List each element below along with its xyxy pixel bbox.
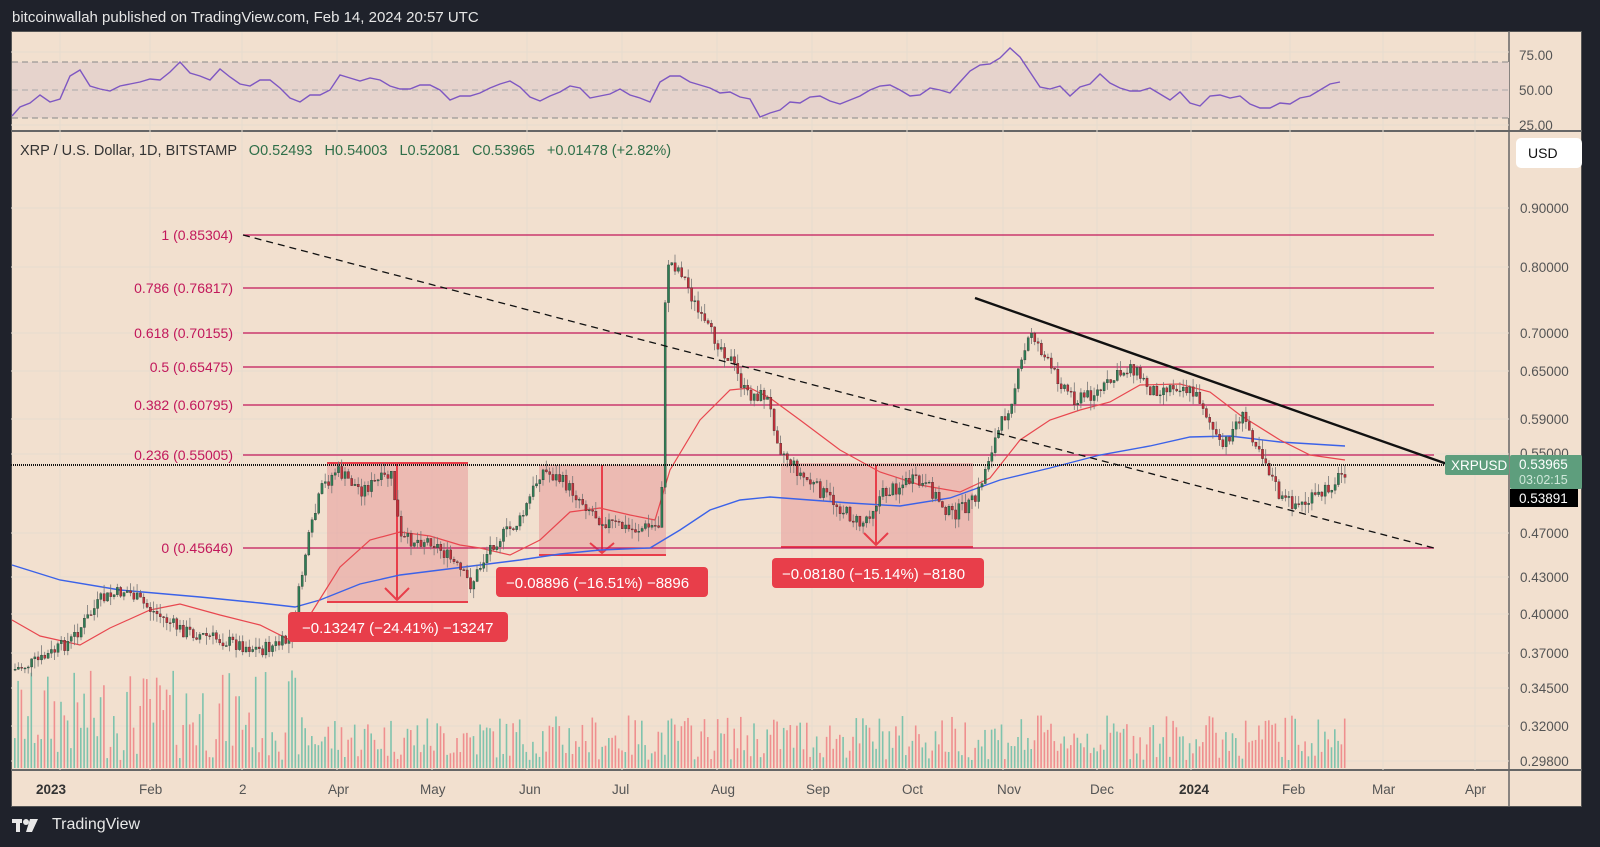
ohlc-low: L0.52081: [399, 143, 460, 159]
ohlc-open: O0.52493: [248, 143, 313, 159]
symbol-name: XRP / U.S. Dollar, 1D, BITSTAMP: [20, 143, 237, 159]
ohlc-close: C0.53965: [471, 143, 535, 159]
svg-text:0.43000: 0.43000: [1520, 570, 1569, 585]
descending-support-line: [242, 234, 1435, 549]
svg-text:0.786 (0.76817): 0.786 (0.76817): [134, 280, 233, 296]
svg-text:0.80000: 0.80000: [1520, 260, 1569, 275]
svg-text:0.47000: 0.47000: [1520, 526, 1569, 541]
svg-text:Nov: Nov: [997, 782, 1021, 797]
svg-text:Sep: Sep: [806, 782, 830, 797]
resistance-trendline: [974, 296, 1451, 467]
svg-text:Aug: Aug: [711, 782, 735, 797]
svg-text:50.00: 50.00: [1519, 83, 1553, 98]
svg-text:2024: 2024: [1179, 782, 1210, 797]
symbol-tag: XRPUSD: [1445, 455, 1509, 475]
ohlc-change: +0.01478 (+2.82%): [546, 143, 672, 159]
brand-name: TradingView: [52, 816, 141, 833]
svg-text:XRPUSD: XRPUSD: [1451, 458, 1508, 473]
svg-text:Oct: Oct: [902, 782, 923, 797]
svg-text:0.32000: 0.32000: [1520, 719, 1569, 734]
svg-text:Jul: Jul: [612, 782, 629, 797]
svg-text:Apr: Apr: [1465, 782, 1487, 797]
svg-text:0.29800: 0.29800: [1520, 754, 1569, 769]
svg-text:0.618 (0.70155): 0.618 (0.70155): [134, 325, 233, 341]
svg-text:0.40000: 0.40000: [1520, 607, 1569, 622]
rsi-pane: 75.00 50.00 25.00: [11, 47, 1553, 133]
ma50-line: [11, 383, 1346, 646]
svg-text:−0.08896 (−16.51%) −8896: −0.08896 (−16.51%) −8896: [506, 575, 689, 592]
last-price-tag: 0.53965 03:02:15: [1510, 455, 1582, 489]
ohlc-high: H0.54003: [324, 143, 388, 159]
svg-text:0.236 (0.55005): 0.236 (0.55005): [134, 447, 233, 463]
svg-text:1 (0.85304): 1 (0.85304): [161, 227, 233, 243]
currency-button[interactable]: USD: [1516, 138, 1582, 168]
time-axis[interactable]: 2023 Feb 2 Apr May Jun Jul Aug Sep Oct N…: [36, 782, 1487, 797]
svg-text:Apr: Apr: [328, 782, 350, 797]
svg-text:0.5 (0.65475): 0.5 (0.65475): [150, 359, 233, 375]
tradingview-logo[interactable]: TradingView: [12, 816, 140, 834]
svg-text:May: May: [420, 782, 446, 797]
svg-text:Mar: Mar: [1372, 782, 1396, 797]
svg-text:0.37000: 0.37000: [1520, 646, 1569, 661]
symbol-legend: XRP / U.S. Dollar, 1D, BITSTAMP O0.52493…: [20, 143, 671, 159]
svg-text:Feb: Feb: [1282, 782, 1305, 797]
svg-text:75.00: 75.00: [1519, 48, 1553, 63]
svg-text:2023: 2023: [36, 782, 67, 797]
svg-text:0.70000: 0.70000: [1520, 326, 1569, 341]
ma200-line: [11, 435, 1346, 608]
vertical-grid: [59, 32, 1476, 770]
svg-text:0.90000: 0.90000: [1520, 201, 1569, 216]
measurement-boxes: [327, 462, 973, 603]
price-axis[interactable]: 0.90000 0.80000 0.70000 0.65000 0.59000 …: [1520, 201, 1569, 769]
svg-text:25.00: 25.00: [1519, 118, 1553, 133]
volume-bars: [14, 670, 1346, 768]
svg-text:−0.08180 (−15.14%) −8180: −0.08180 (−15.14%) −8180: [782, 566, 965, 583]
svg-text:0.59000: 0.59000: [1520, 412, 1569, 427]
svg-text:−0.13247 (−24.41%) −13247: −0.13247 (−24.41%) −13247: [302, 620, 493, 637]
svg-text:03:02:15: 03:02:15: [1519, 473, 1568, 487]
tradingview-icon: [12, 819, 38, 832]
svg-text:2: 2: [239, 782, 247, 797]
svg-text:0.53891: 0.53891: [1519, 491, 1568, 506]
svg-text:0.382 (0.60795): 0.382 (0.60795): [134, 397, 233, 413]
crosshair-price-tag: 0.53891: [1510, 489, 1578, 507]
svg-text:Feb: Feb: [139, 782, 162, 797]
svg-text:0.34500: 0.34500: [1520, 681, 1569, 696]
svg-text:Jun: Jun: [519, 782, 541, 797]
publish-info: bitcoinwallah published on TradingView.c…: [12, 9, 479, 26]
measurement-label-3: −0.08180 (−15.14%) −8180: [772, 558, 984, 588]
svg-text:Dec: Dec: [1090, 782, 1114, 797]
svg-text:0 (0.45646): 0 (0.45646): [161, 540, 233, 556]
measurement-label-2: −0.08896 (−16.51%) −8896: [496, 567, 708, 597]
rsi-line: [11, 47, 1341, 118]
svg-text:0.53965: 0.53965: [1519, 457, 1568, 472]
fib-labels: 1 (0.85304) 0.786 (0.76817) 0.618 (0.701…: [134, 227, 233, 556]
candlesticks: [13, 254, 1347, 677]
measurement-label-1: −0.13247 (−24.41%) −13247: [288, 612, 508, 642]
svg-text:0.65000: 0.65000: [1520, 364, 1569, 379]
